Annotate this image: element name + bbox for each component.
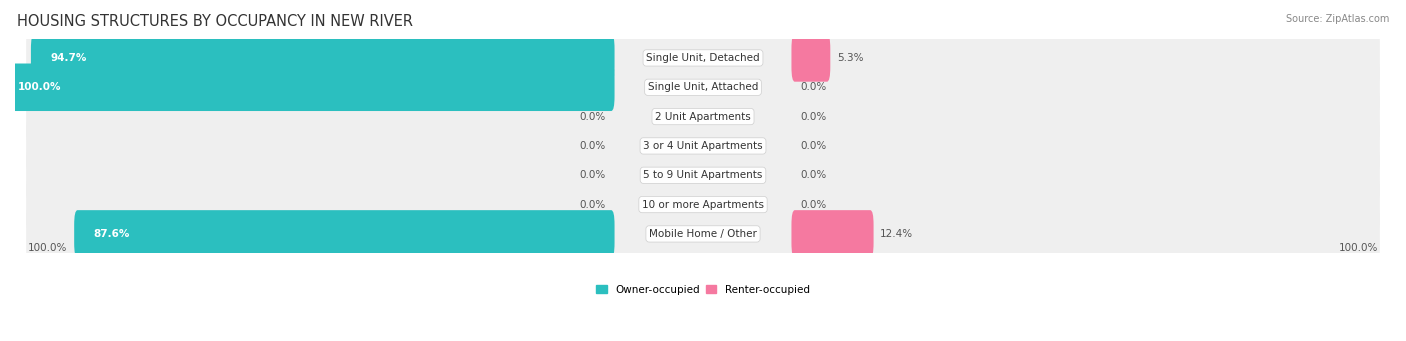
FancyBboxPatch shape — [27, 63, 1379, 112]
Text: Single Unit, Detached: Single Unit, Detached — [647, 53, 759, 63]
Text: 100.0%: 100.0% — [18, 82, 62, 92]
Text: Source: ZipAtlas.com: Source: ZipAtlas.com — [1285, 14, 1389, 24]
Text: 0.0%: 0.0% — [800, 170, 827, 180]
Legend: Owner-occupied, Renter-occupied: Owner-occupied, Renter-occupied — [596, 285, 810, 295]
FancyBboxPatch shape — [792, 34, 831, 82]
Text: 3 or 4 Unit Apartments: 3 or 4 Unit Apartments — [643, 141, 763, 151]
FancyBboxPatch shape — [75, 210, 614, 258]
FancyBboxPatch shape — [0, 63, 614, 111]
Text: 2 Unit Apartments: 2 Unit Apartments — [655, 112, 751, 122]
Text: 0.0%: 0.0% — [579, 170, 606, 180]
Text: 0.0%: 0.0% — [800, 199, 827, 210]
FancyBboxPatch shape — [27, 122, 1379, 170]
Text: 100.0%: 100.0% — [28, 243, 67, 253]
FancyBboxPatch shape — [27, 151, 1379, 199]
FancyBboxPatch shape — [27, 92, 1379, 141]
FancyBboxPatch shape — [27, 34, 1379, 82]
Text: 0.0%: 0.0% — [579, 141, 606, 151]
Text: 5.3%: 5.3% — [837, 53, 863, 63]
Text: HOUSING STRUCTURES BY OCCUPANCY IN NEW RIVER: HOUSING STRUCTURES BY OCCUPANCY IN NEW R… — [17, 14, 413, 29]
Text: 0.0%: 0.0% — [800, 112, 827, 122]
FancyBboxPatch shape — [31, 34, 614, 82]
FancyBboxPatch shape — [792, 210, 873, 258]
Text: 5 to 9 Unit Apartments: 5 to 9 Unit Apartments — [644, 170, 762, 180]
FancyBboxPatch shape — [27, 180, 1379, 229]
Text: Mobile Home / Other: Mobile Home / Other — [650, 229, 756, 239]
Text: Single Unit, Attached: Single Unit, Attached — [648, 82, 758, 92]
Text: 0.0%: 0.0% — [800, 82, 827, 92]
Text: 94.7%: 94.7% — [51, 53, 87, 63]
Text: 10 or more Apartments: 10 or more Apartments — [643, 199, 763, 210]
Text: 0.0%: 0.0% — [579, 199, 606, 210]
Text: 0.0%: 0.0% — [579, 112, 606, 122]
Text: 0.0%: 0.0% — [800, 141, 827, 151]
Text: 87.6%: 87.6% — [94, 229, 131, 239]
FancyBboxPatch shape — [27, 210, 1379, 258]
Text: 12.4%: 12.4% — [880, 229, 914, 239]
Text: 100.0%: 100.0% — [1339, 243, 1378, 253]
